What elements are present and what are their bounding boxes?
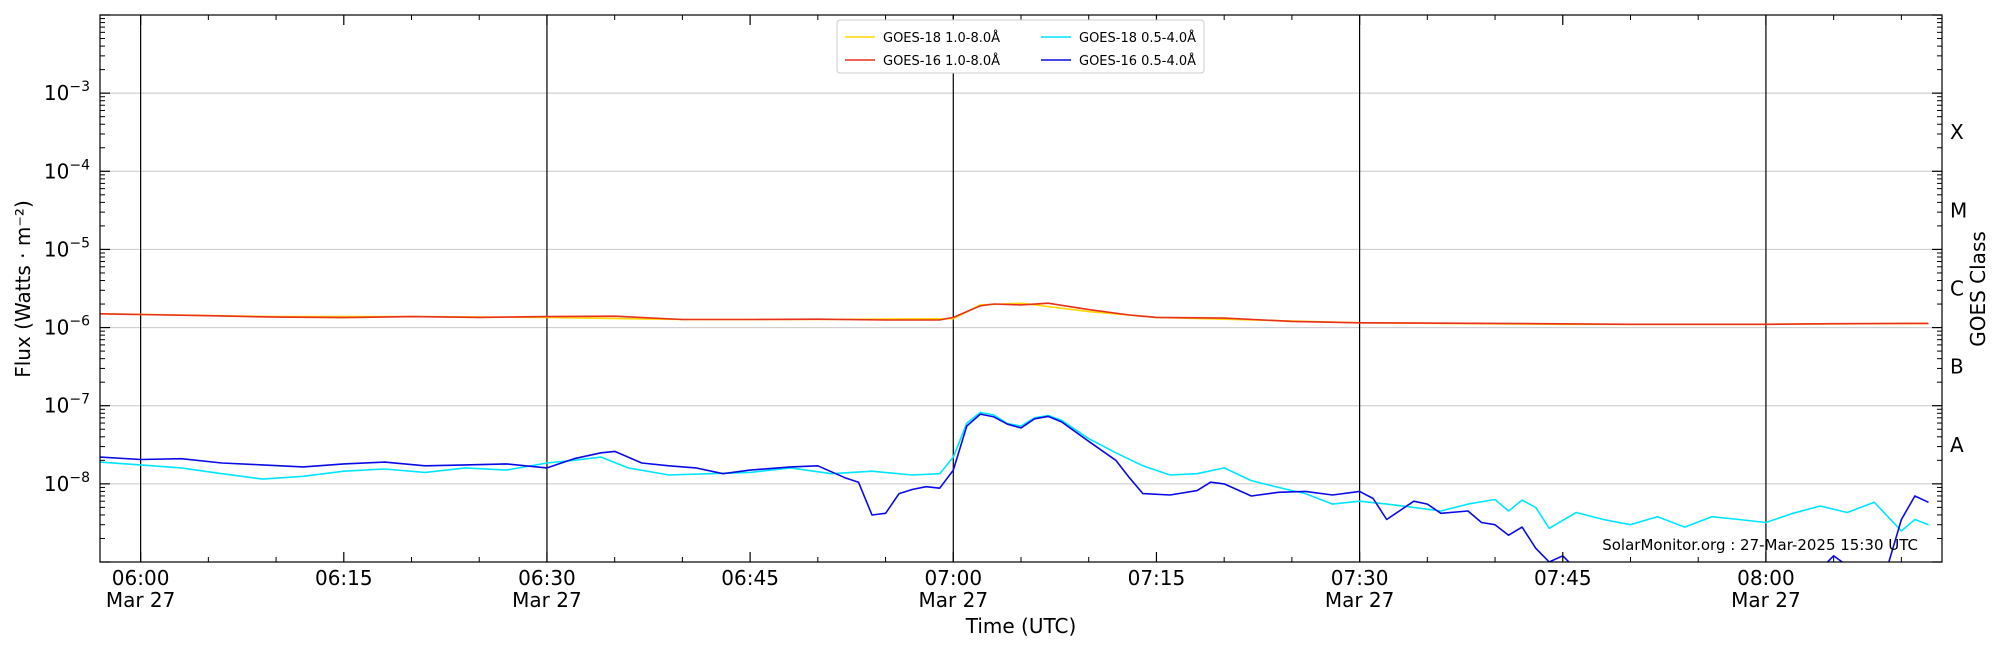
x-tick-date-label: Mar 27 xyxy=(919,588,989,612)
series-line-goes-16-1-0-8-0 xyxy=(100,302,1929,326)
x-tick-label: 06:30 xyxy=(518,566,576,590)
y-tick-label: 10−8 xyxy=(44,470,90,496)
goes-class-axis-title: GOES Class xyxy=(1966,231,1990,347)
x-tick-label: 07:00 xyxy=(924,566,982,590)
x-tick-date-label: Mar 27 xyxy=(1731,588,1801,612)
y-tick-label-exponent: −6 xyxy=(69,314,90,330)
y-tick-label: 10−3 xyxy=(44,79,90,105)
plot-frame xyxy=(99,14,1943,563)
x-axis-title: Time (UTC) xyxy=(965,614,1077,638)
series-layer xyxy=(100,302,1929,562)
watermark-text: SolarMonitor.org : 27-Mar-2025 15:30 UTC xyxy=(1602,536,1918,554)
legend-label: GOES-18 0.5-4.0Å xyxy=(1079,30,1196,46)
y-tick-label-exponent: −4 xyxy=(69,157,90,173)
x-tick-label: 06:15 xyxy=(315,566,373,590)
y-tick-label-exponent: −5 xyxy=(69,235,90,251)
x-tick-date-label: Mar 27 xyxy=(512,588,582,612)
goes-class-label: M xyxy=(1950,198,1967,222)
goes-class-label: C xyxy=(1950,277,1964,301)
y-tick-label-base: 10 xyxy=(44,159,69,183)
y-tick-label: 10−7 xyxy=(44,392,90,418)
series-line-goes-18-0-5-4-0 xyxy=(100,411,1929,532)
series-line-goes-16-0-5-4-0 xyxy=(100,413,1929,562)
series-line-goes-18-1-0-8-0 xyxy=(100,302,1929,326)
x-tick-date-label: Mar 27 xyxy=(1325,588,1395,612)
x-tick-label: 07:45 xyxy=(1534,566,1592,590)
y-tick-label-base: 10 xyxy=(44,316,69,340)
y-tick-label-base: 10 xyxy=(44,81,69,105)
y-tick-label-base: 10 xyxy=(44,237,69,261)
x-tick-label: 07:30 xyxy=(1331,566,1389,590)
y-tick-label-exponent: −8 xyxy=(69,470,90,486)
y-tick-label-exponent: −7 xyxy=(69,392,90,408)
goes-class-label: X xyxy=(1950,120,1964,144)
x-tick-label: 06:00 xyxy=(112,566,170,590)
x-tick-label: 06:45 xyxy=(721,566,779,590)
date-boundary-lines xyxy=(140,15,1767,562)
legend: GOES-18 1.0-8.0Å GOES-18 0.5-4.0Å GOES-16 … xyxy=(836,19,1205,74)
x-tick-date-label: Mar 27 xyxy=(106,588,176,612)
y-tick-label: 10−4 xyxy=(44,157,90,183)
legend-label: GOES-18 1.0-8.0Å xyxy=(883,30,1000,46)
legend-label: GOES-16 0.5-4.0Å xyxy=(1079,53,1196,69)
grid-layer xyxy=(100,92,1942,485)
x-tick-label: 07:15 xyxy=(1128,566,1186,590)
y-tick-label: 10−5 xyxy=(44,235,90,261)
goes-class-label: B xyxy=(1950,355,1964,379)
y-tick-label: 10−6 xyxy=(44,314,90,340)
legend-box xyxy=(836,19,1205,74)
y-tick-label-base: 10 xyxy=(44,394,69,418)
x-tick-label: 08:00 xyxy=(1737,566,1795,590)
goes-class-label: A xyxy=(1950,433,1964,457)
y-tick-label-exponent: −3 xyxy=(69,79,90,95)
legend-label: GOES-16 1.0-8.0Å xyxy=(883,53,1000,69)
y-tick-label-base: 10 xyxy=(44,472,69,496)
y-axis-title: Flux (Watts · m⁻²) xyxy=(11,200,35,378)
